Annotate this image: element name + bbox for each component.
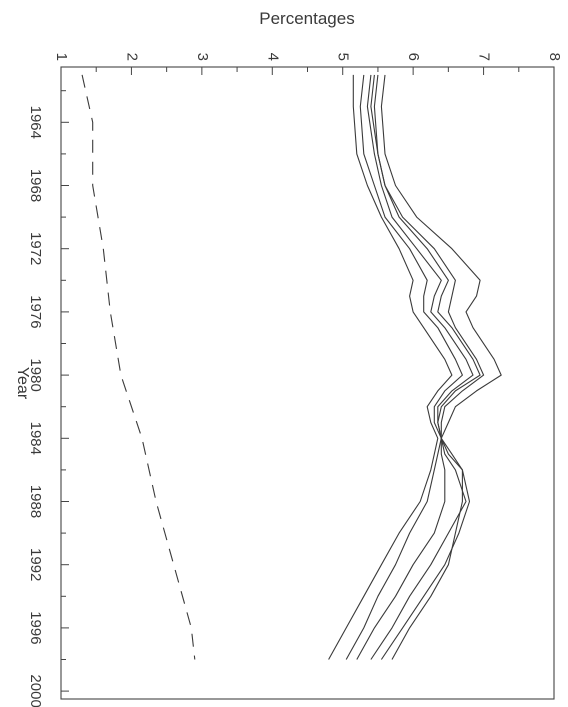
x-tick-label: 1976: [27, 295, 44, 328]
plot-frame: [60, 66, 555, 700]
series-line-1: [81, 74, 196, 660]
x-tick-label: 1988: [27, 485, 44, 518]
y-axis-title: Percentages: [259, 9, 354, 28]
series-line-2: [328, 74, 453, 660]
tick-labels-layer: 1 2 3 4 5 6 7 8 1964 1968 1972 1976 1980 1984 1988 1992…: [27, 53, 563, 707]
series-layer: [81, 74, 502, 660]
y-tick-label: 8: [546, 53, 563, 61]
x-axis-title: Year: [14, 367, 31, 400]
x-tick-label: 1980: [27, 358, 44, 391]
y-tick-label: 3: [194, 53, 211, 61]
x-tick-label: 2000: [27, 674, 44, 707]
x-tick-label: 1996: [27, 611, 44, 644]
y-tick-label: 5: [335, 53, 352, 61]
series-line-5: [370, 74, 481, 660]
x-tick-label: 1972: [27, 232, 44, 265]
x-tick-label: 1968: [27, 169, 44, 202]
series-line-3: [345, 74, 463, 660]
y-tick-label: 4: [264, 53, 281, 61]
ticks-layer: [60, 67, 555, 692]
series-line-4: [356, 74, 474, 660]
y-tick-label: 6: [405, 53, 422, 61]
y-tick-label: 2: [123, 53, 140, 61]
series-line-7: [380, 74, 502, 660]
series-line-6: [373, 74, 485, 660]
x-tick-label: 1992: [27, 548, 44, 581]
y-tick-label: 1: [53, 53, 70, 61]
x-tick-label: 1984: [27, 422, 44, 455]
y-tick-label: 7: [476, 53, 493, 61]
x-tick-label: 1964: [27, 106, 44, 139]
